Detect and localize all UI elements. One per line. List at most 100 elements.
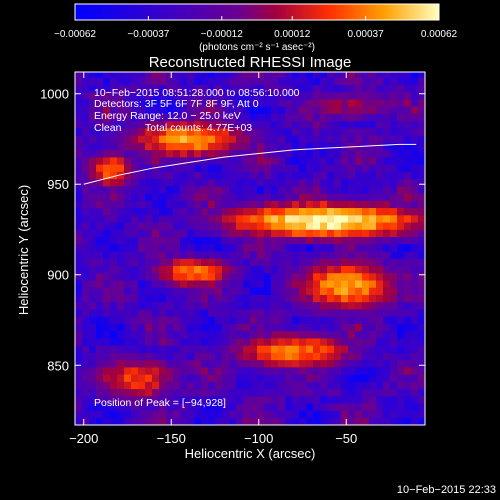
heatmap-cell [306, 396, 314, 404]
heatmap-cell [236, 84, 244, 93]
heatmap-cell [264, 193, 272, 201]
heatmap-cell [173, 193, 181, 201]
heatmap-cell [306, 388, 314, 397]
heatmap-cell [201, 193, 209, 201]
heatmap-cell [215, 120, 223, 129]
heatmap-cell [173, 316, 181, 324]
heatmap-cell [222, 396, 230, 404]
heatmap-cell [110, 222, 118, 230]
heatmap-cell [159, 352, 167, 361]
heatmap-cell [404, 316, 412, 324]
heatmap-cell [187, 236, 195, 245]
heatmap-cell [306, 142, 314, 151]
heatmap-cell [187, 142, 195, 151]
heatmap-cell [411, 135, 419, 143]
heatmap-cell [145, 171, 153, 180]
heatmap-cell [418, 222, 425, 230]
heatmap-cell [110, 396, 118, 404]
heatmap-cell [229, 128, 237, 136]
heatmap-cell [201, 106, 209, 114]
heatmap-cell [418, 301, 425, 310]
heatmap-cell [75, 113, 83, 122]
heatmap-cell [411, 164, 419, 172]
heatmap-cell [222, 99, 230, 107]
heatmap-cell [334, 410, 342, 419]
heatmap-cell [222, 193, 230, 201]
heatmap-cell [264, 171, 272, 180]
heatmap-cell [89, 381, 97, 390]
heatmap-cell [82, 128, 90, 136]
heatmap-cell [159, 330, 167, 339]
heatmap-cell [250, 258, 258, 266]
heatmap-cell [180, 229, 188, 238]
heatmap-cell [229, 186, 237, 194]
heatmap-cell [397, 149, 405, 158]
heatmap-cell [278, 236, 286, 245]
heatmap-cell [299, 222, 307, 230]
heatmap-cell [376, 236, 384, 245]
heatmap-cell [215, 200, 223, 209]
heatmap-cell [278, 171, 286, 180]
heatmap-cell [82, 272, 90, 281]
heatmap-cell [110, 149, 118, 158]
heatmap-cell [96, 323, 104, 332]
heatmap-cell [250, 120, 258, 129]
heatmap-cell [355, 178, 363, 187]
heatmap-cell [397, 403, 405, 411]
heatmap-cell [215, 193, 223, 201]
heatmap-cell [320, 396, 328, 404]
heatmap-cell [285, 251, 293, 259]
heatmap-cell [159, 410, 167, 419]
heatmap-cell [327, 207, 335, 216]
heatmap-cell [292, 367, 300, 375]
heatmap-cell [145, 280, 153, 288]
heatmap-cell [117, 309, 125, 317]
heatmap-cell [348, 222, 356, 230]
heatmap-cell [299, 77, 307, 85]
heatmap-cell [404, 352, 412, 361]
heatmap-cell [201, 272, 209, 281]
heatmap-cell [152, 330, 160, 339]
heatmap-cell [334, 113, 342, 122]
heatmap-cell [82, 258, 90, 266]
heatmap-cell [320, 323, 328, 332]
heatmap-cell [362, 149, 370, 158]
heatmap-cell [145, 77, 153, 85]
heatmap-cell [131, 120, 139, 129]
heatmap-cell [362, 72, 370, 78]
heatmap-cell [341, 374, 349, 382]
heatmap-cell [299, 287, 307, 295]
heatmap-cell [208, 381, 216, 390]
heatmap-cell [418, 200, 425, 209]
heatmap-cell [348, 99, 356, 107]
heatmap-cell [327, 265, 335, 274]
heatmap-cell [341, 236, 349, 245]
heatmap-cell [341, 157, 349, 165]
heatmap-cell [75, 272, 83, 281]
heatmap-cell [292, 236, 300, 245]
heatmap-cell [187, 91, 195, 100]
heatmap-cell [264, 294, 272, 303]
heatmap-cell [166, 417, 174, 425]
heatmap-cell [299, 135, 307, 143]
x-tick-label: −200 [69, 431, 98, 446]
heatmap-cell [257, 99, 265, 107]
heatmap-cell [278, 186, 286, 194]
heatmap-cell [404, 91, 412, 100]
heatmap-cell [215, 222, 223, 230]
heatmap-cell [159, 367, 167, 375]
heatmap-cell [327, 272, 335, 281]
heatmap-cell [96, 157, 104, 165]
heatmap-cell [152, 396, 160, 404]
heatmap-cell [369, 229, 377, 238]
heatmap-cell [159, 171, 167, 180]
heatmap-cell [285, 410, 293, 419]
heatmap-cell [348, 171, 356, 180]
heatmap-cell [138, 396, 146, 404]
heatmap-cell [236, 135, 244, 143]
heatmap-cell [124, 381, 132, 390]
heatmap-cell [369, 149, 377, 158]
heatmap-cell [418, 417, 425, 425]
heatmap-cell [306, 359, 314, 368]
heatmap-cell [313, 99, 321, 107]
